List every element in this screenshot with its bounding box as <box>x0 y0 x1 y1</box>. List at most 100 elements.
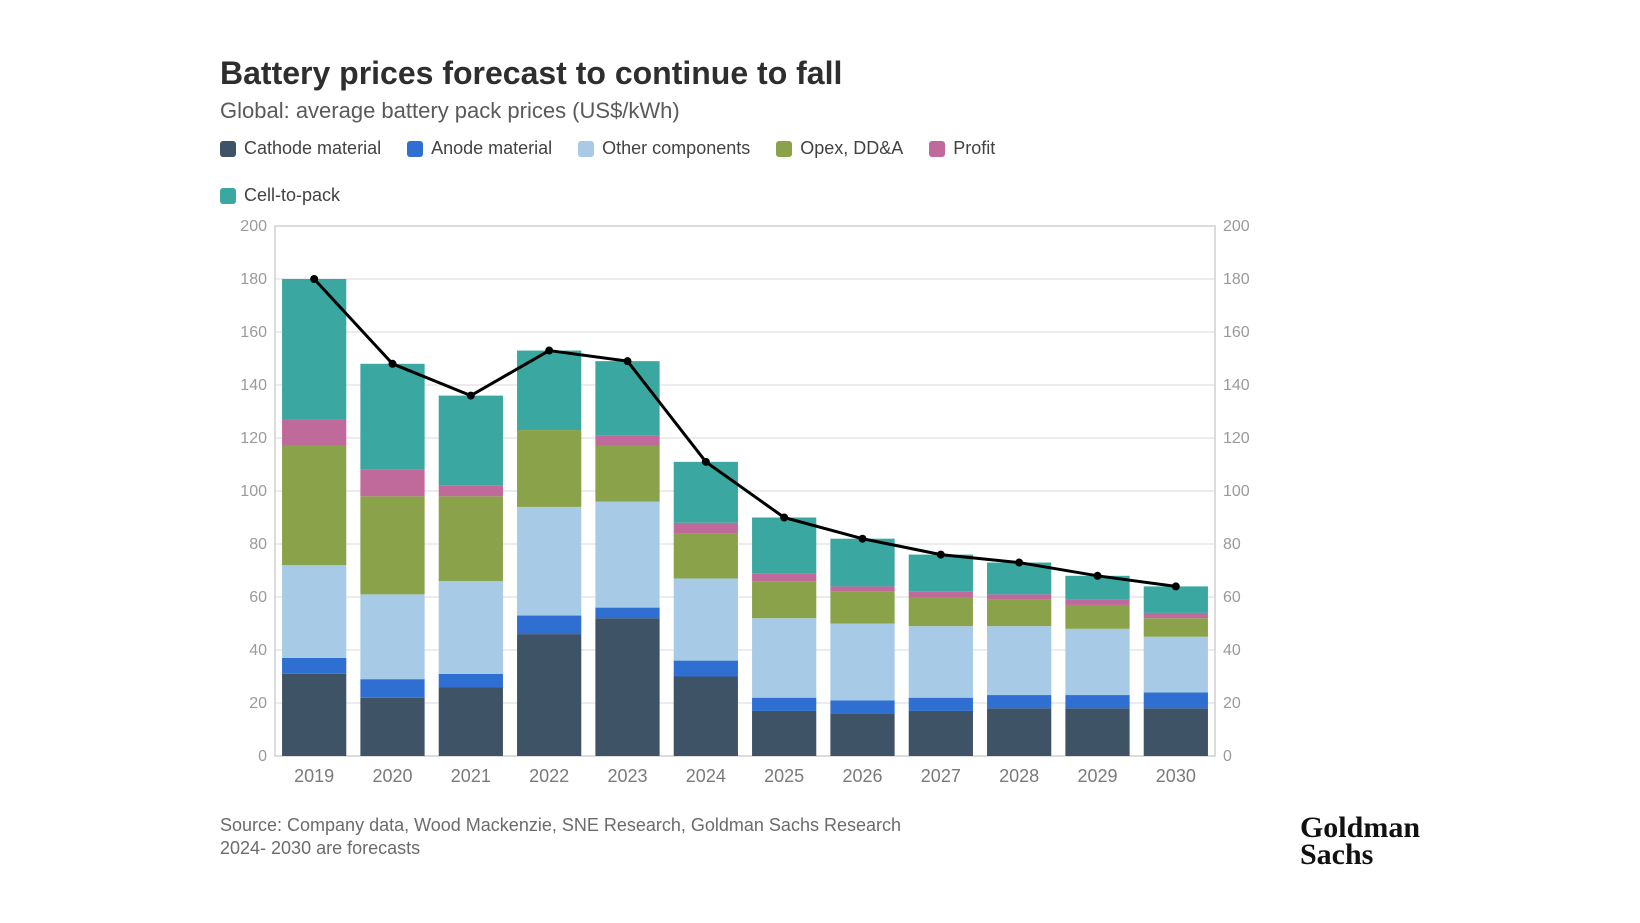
x-tick-label: 2029 <box>1077 766 1117 786</box>
bar-seg-cathode <box>674 677 738 757</box>
bar-seg-opex <box>517 430 581 507</box>
legend-swatch <box>220 188 236 204</box>
legend-item-celltopack: Cell-to-pack <box>220 185 340 206</box>
bar-seg-other <box>830 624 894 701</box>
bar-seg-anode <box>752 698 816 711</box>
y-tick-right: 40 <box>1223 642 1241 659</box>
bar-seg-profit <box>752 573 816 581</box>
y-tick-right: 180 <box>1223 271 1250 288</box>
total-marker <box>702 458 710 466</box>
y-tick-right: 20 <box>1223 695 1241 712</box>
legend-label: Cell-to-pack <box>244 185 340 206</box>
bar-seg-opex <box>439 496 503 581</box>
bar-seg-profit <box>830 586 894 591</box>
bar-seg-cathode <box>360 698 424 756</box>
bar-seg-profit <box>595 435 659 446</box>
total-marker <box>310 275 318 283</box>
chart-card: Battery prices forecast to continue to f… <box>220 55 1420 868</box>
legend-item-opex: Opex, DD&A <box>776 138 903 159</box>
y-tick-left: 160 <box>240 324 267 341</box>
total-marker <box>389 360 397 368</box>
bar-seg-cathode <box>987 708 1051 756</box>
x-tick-label: 2021 <box>451 766 491 786</box>
x-tick-label: 2028 <box>999 766 1039 786</box>
bar-seg-profit <box>360 470 424 497</box>
bar-seg-anode <box>439 674 503 687</box>
y-tick-right: 140 <box>1223 377 1250 394</box>
y-tick-left: 180 <box>240 271 267 288</box>
bar-seg-other <box>987 626 1051 695</box>
bar-seg-other <box>439 581 503 674</box>
y-tick-right: 100 <box>1223 483 1250 500</box>
legend-label: Other components <box>602 138 750 159</box>
x-tick-label: 2030 <box>1156 766 1196 786</box>
legend-label: Cathode material <box>244 138 381 159</box>
total-marker <box>1094 572 1102 580</box>
chart-subtitle: Global: average battery pack prices (US$… <box>220 98 1420 124</box>
bar-seg-anode <box>909 698 973 711</box>
bar-seg-opex <box>752 581 816 618</box>
y-tick-left: 140 <box>240 377 267 394</box>
bar-seg-anode <box>987 695 1051 708</box>
total-marker <box>780 514 788 522</box>
bar-seg-profit <box>1144 613 1208 618</box>
bar-seg-celltopack <box>439 396 503 486</box>
y-tick-left: 200 <box>240 218 267 235</box>
legend-swatch <box>776 141 792 157</box>
footer: Source: Company data, Wood Mackenzie, SN… <box>220 814 1420 868</box>
bar-seg-cathode <box>439 687 503 756</box>
source-note: Source: Company data, Wood Mackenzie, SN… <box>220 814 901 859</box>
y-tick-right: 160 <box>1223 324 1250 341</box>
x-tick-label: 2020 <box>372 766 412 786</box>
bar-seg-celltopack <box>595 361 659 435</box>
y-tick-left: 60 <box>249 589 267 606</box>
y-tick-left: 20 <box>249 695 267 712</box>
legend-swatch <box>578 141 594 157</box>
bar-seg-other <box>517 507 581 616</box>
total-marker <box>937 551 945 559</box>
legend-item-anode: Anode material <box>407 138 552 159</box>
bar-seg-opex <box>360 496 424 594</box>
total-marker <box>859 535 867 543</box>
bar-seg-anode <box>360 679 424 698</box>
bar-seg-profit <box>282 419 346 446</box>
bar-seg-cathode <box>1144 708 1208 756</box>
bar-seg-other <box>752 618 816 698</box>
source-line-2: 2024- 2030 are forecasts <box>220 837 901 860</box>
y-tick-left: 40 <box>249 642 267 659</box>
x-tick-label: 2026 <box>842 766 882 786</box>
bar-seg-celltopack <box>282 279 346 419</box>
legend-swatch <box>929 141 945 157</box>
bar-seg-celltopack <box>360 364 424 470</box>
x-tick-label: 2025 <box>764 766 804 786</box>
y-tick-right: 0 <box>1223 748 1232 765</box>
legend-item-profit: Profit <box>929 138 995 159</box>
x-tick-label: 2023 <box>607 766 647 786</box>
chart-area: 0020204040606080801001001201201401401601… <box>220 216 1420 796</box>
legend-label: Profit <box>953 138 995 159</box>
y-tick-right: 60 <box>1223 589 1241 606</box>
x-tick-label: 2027 <box>921 766 961 786</box>
stacked-bar-chart: 0020204040606080801001001201201401401601… <box>220 216 1270 796</box>
y-tick-left: 80 <box>249 536 267 553</box>
legend-swatch <box>407 141 423 157</box>
y-tick-left: 0 <box>258 748 267 765</box>
bar-seg-other <box>1065 629 1129 695</box>
bar-seg-opex <box>987 600 1051 627</box>
bar-seg-anode <box>830 700 894 713</box>
bar-seg-opex <box>1144 618 1208 637</box>
total-marker <box>1015 559 1023 567</box>
bar-seg-anode <box>282 658 346 674</box>
total-marker <box>1172 582 1180 590</box>
y-tick-right: 80 <box>1223 536 1241 553</box>
bar-seg-opex <box>282 446 346 565</box>
y-tick-right: 120 <box>1223 430 1250 447</box>
bar-seg-profit <box>909 592 973 597</box>
bar-seg-other <box>360 594 424 679</box>
bar-seg-cathode <box>282 674 346 756</box>
bar-seg-celltopack <box>830 539 894 587</box>
bar-seg-profit <box>674 523 738 534</box>
bar-seg-other <box>1144 637 1208 693</box>
legend-label: Opex, DD&A <box>800 138 903 159</box>
y-tick-right: 200 <box>1223 218 1250 235</box>
